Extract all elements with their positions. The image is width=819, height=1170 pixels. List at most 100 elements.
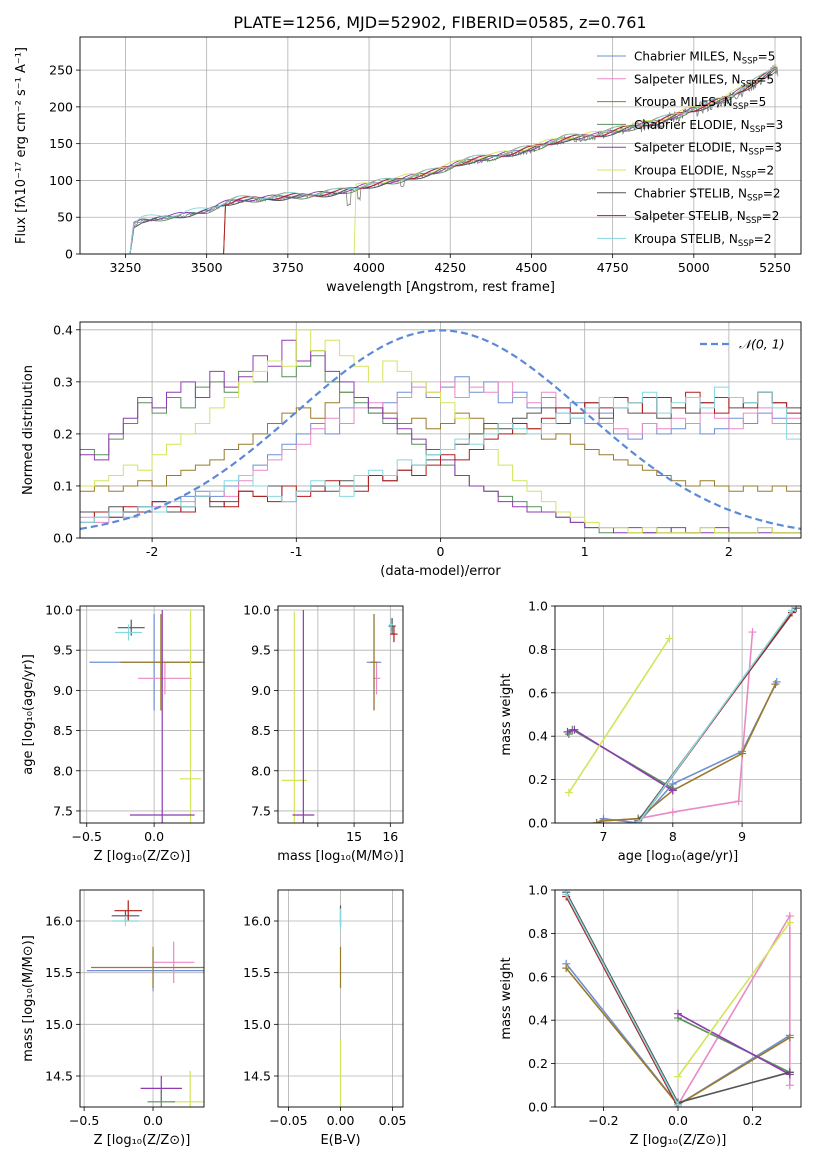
histogram-8 — [80, 386, 801, 523]
mass-weight-point — [674, 1100, 682, 1107]
errorbar-8 — [115, 624, 142, 641]
model-spectrum-5 — [83, 64, 778, 254]
legend-nssp: =2 — [762, 209, 780, 223]
y-tick-label: 10.0 — [45, 603, 73, 618]
mass-weight-line-0 — [596, 681, 778, 823]
errorbar-2 — [370, 614, 378, 711]
x-axis-label: age [log₁₀(age/yr)] — [618, 849, 739, 864]
errorbar-3 — [147, 1089, 176, 1107]
legend-label: Salpeter ELODIE, NSSP=3 — [634, 141, 782, 158]
legend-nssp: =3 — [764, 141, 782, 155]
panel-age_vs_mass: 15 16 7.5 8.0 8.5 9.0 9.5 10.0 mass [log₁₀(M/M⊙)… — [243, 603, 404, 864]
plot-area-age_vs_mass — [281, 610, 398, 823]
mass-weight-line-2 — [596, 683, 777, 823]
model-spectrum-1 — [83, 68, 778, 254]
x-tick-label: 0.0 — [143, 1113, 163, 1128]
mass-weight-point — [792, 606, 801, 613]
plot-area-mass_vs_Z — [86, 900, 204, 1107]
axes-frame — [554, 605, 802, 824]
legend-subscript: SSP — [741, 79, 757, 89]
mass-weight-line-5 — [677, 922, 791, 1078]
errorbar-8 — [389, 618, 393, 631]
mass-weight-point — [668, 808, 677, 817]
mass-weight-point — [738, 749, 747, 758]
errorbar-5 — [179, 610, 202, 823]
y-tick-label: 1.0 — [528, 883, 548, 898]
panel-mass_vs_EBV: −0.05 0.00 0.05 14.5 15.0 15.5 16.0 E(B-V) — [243, 889, 407, 1148]
legend-nssp: =5 — [749, 95, 767, 109]
x-tick-label: -2 — [146, 544, 158, 559]
errorbar-8 — [111, 915, 140, 927]
mass-weight-point — [771, 680, 780, 689]
x-axis-label: wavelength [Angstrom, rest frame] — [326, 280, 555, 295]
mass-weight-point — [785, 1068, 794, 1077]
x-tick-label: 9 — [738, 829, 746, 844]
mass-weight-line-7 — [565, 896, 679, 1107]
mass-weight-point — [592, 819, 601, 823]
x-tick-label: 4250 — [434, 260, 466, 275]
y-tick-label: 50 — [57, 210, 73, 225]
y-tick-label: 9.5 — [53, 643, 73, 658]
x-tick-label: -1 — [290, 544, 302, 559]
y-axis-label: Flux [fλ10⁻¹⁷ erg cm⁻² s⁻¹ A⁻¹] — [14, 47, 29, 244]
y-tick-label: 250 — [49, 63, 73, 78]
legend-label: Chabrier ELODIE, NSSP=3 — [634, 118, 783, 135]
legend-label-text: Chabrier MILES, N — [634, 50, 742, 64]
model-spectrum-8 — [83, 68, 778, 254]
mass-weight-point — [787, 606, 796, 615]
y-tick-label: 8.0 — [251, 763, 271, 778]
y-tick-label: 14.5 — [45, 1069, 73, 1084]
plot-area-mass_weight_vs_Z — [562, 890, 794, 1107]
plot-area-spectrum — [83, 64, 779, 254]
y-axis-label: mass weight — [499, 673, 514, 755]
errorbar-2 — [91, 946, 204, 989]
observed-spectrum — [83, 64, 779, 254]
x-tick-label: −0.2 — [588, 1113, 618, 1128]
legend-subscript: SSP — [733, 102, 749, 112]
mass-weight-point — [674, 1072, 682, 1081]
panel-residual_histogram: -2 -1 0 1 2 0.0 0.1 0.2 0.3 0.4 (data-model)/error… — [21, 321, 802, 579]
y-tick-label: 0.2 — [528, 1056, 548, 1071]
y-tick-label: 15.0 — [45, 1017, 73, 1032]
legend-label: Salpeter STELIB, NSSP=2 — [634, 209, 779, 226]
errorbar-1 — [153, 941, 195, 983]
y-tick-label: 0.6 — [528, 969, 548, 984]
y-tick-label: 0 — [65, 247, 73, 262]
x-axis-label: Z [log₁₀(Z/Z⊙)] — [630, 1133, 727, 1148]
y-tick-label: 0.4 — [53, 322, 73, 337]
y-tick-label: 16.0 — [45, 914, 73, 929]
mass-weight-point — [785, 1081, 794, 1090]
mass-weight-point — [785, 1033, 794, 1042]
errorbar-5 — [281, 611, 307, 823]
y-tick-label: 0.1 — [53, 478, 73, 493]
mass-weight-point — [563, 727, 572, 736]
errorbar-1 — [137, 662, 192, 695]
x-tick-label: 3500 — [191, 260, 223, 275]
y-tick-label: 10.0 — [243, 603, 271, 618]
mass-weight-point — [570, 725, 579, 734]
legend-label-text: Kroupa ELODIE, N — [634, 164, 741, 178]
y-axis-label: mass [log₁₀(M/M⊙)] — [21, 935, 36, 1062]
legend-subscript: SSP — [738, 239, 754, 249]
axes-frame — [554, 889, 802, 1108]
legend-subscript: SSP — [746, 216, 762, 226]
y-tick-label: 15.5 — [243, 965, 271, 980]
errorbar-7 — [114, 900, 142, 921]
legend-label-text: Chabrier ELODIE, N — [634, 118, 750, 132]
errorbar-5 — [169, 1070, 204, 1107]
y-tick-label: 15.5 — [45, 965, 73, 980]
mass-weight-line-3 — [677, 1017, 791, 1074]
axes-frame — [79, 321, 802, 539]
y-tick-label: 0.2 — [53, 426, 73, 441]
legend-label: Kroupa ELODIE, NSSP=2 — [634, 164, 774, 181]
y-tick-label: 0.8 — [528, 926, 548, 941]
histogram-5 — [80, 329, 801, 534]
legend-label: Salpeter MILES, NSSP=5 — [634, 72, 774, 89]
grid-mass_weight_vs_age — [555, 605, 801, 824]
legend-subscript: SSP — [750, 125, 766, 135]
model-spectrum-7 — [83, 67, 778, 254]
normal-legend-label: 𝒩(0, 1) — [739, 337, 785, 352]
x-tick-label: 4750 — [597, 260, 629, 275]
x-tick-label: 4500 — [516, 260, 548, 275]
legend-nssp: =5 — [756, 72, 774, 86]
